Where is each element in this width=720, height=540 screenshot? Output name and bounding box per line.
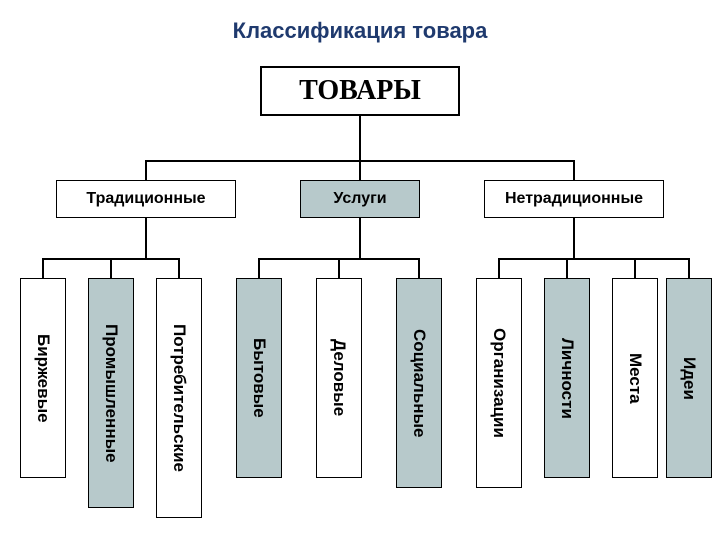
leaf-node: Биржевые	[20, 278, 66, 478]
leaf-node: Социальные	[396, 278, 442, 488]
root-node: ТОВАРЫ	[260, 66, 460, 116]
leaf-node: Деловые	[316, 278, 362, 478]
leaf-node: Организации	[476, 278, 522, 488]
leaf-node: Потребительские	[156, 278, 202, 518]
diagram-title: Классификация товара	[0, 18, 720, 44]
leaf-node: Личности	[544, 278, 590, 478]
category-nontraditional: Нетрадиционные	[484, 180, 664, 218]
leaf-node: Бытовые	[236, 278, 282, 478]
leaf-node: Промышленные	[88, 278, 134, 508]
category-services: Услуги	[300, 180, 420, 218]
leaf-node: Идеи	[666, 278, 712, 478]
category-traditional: Традиционные	[56, 180, 236, 218]
leaf-node: Места	[612, 278, 658, 478]
